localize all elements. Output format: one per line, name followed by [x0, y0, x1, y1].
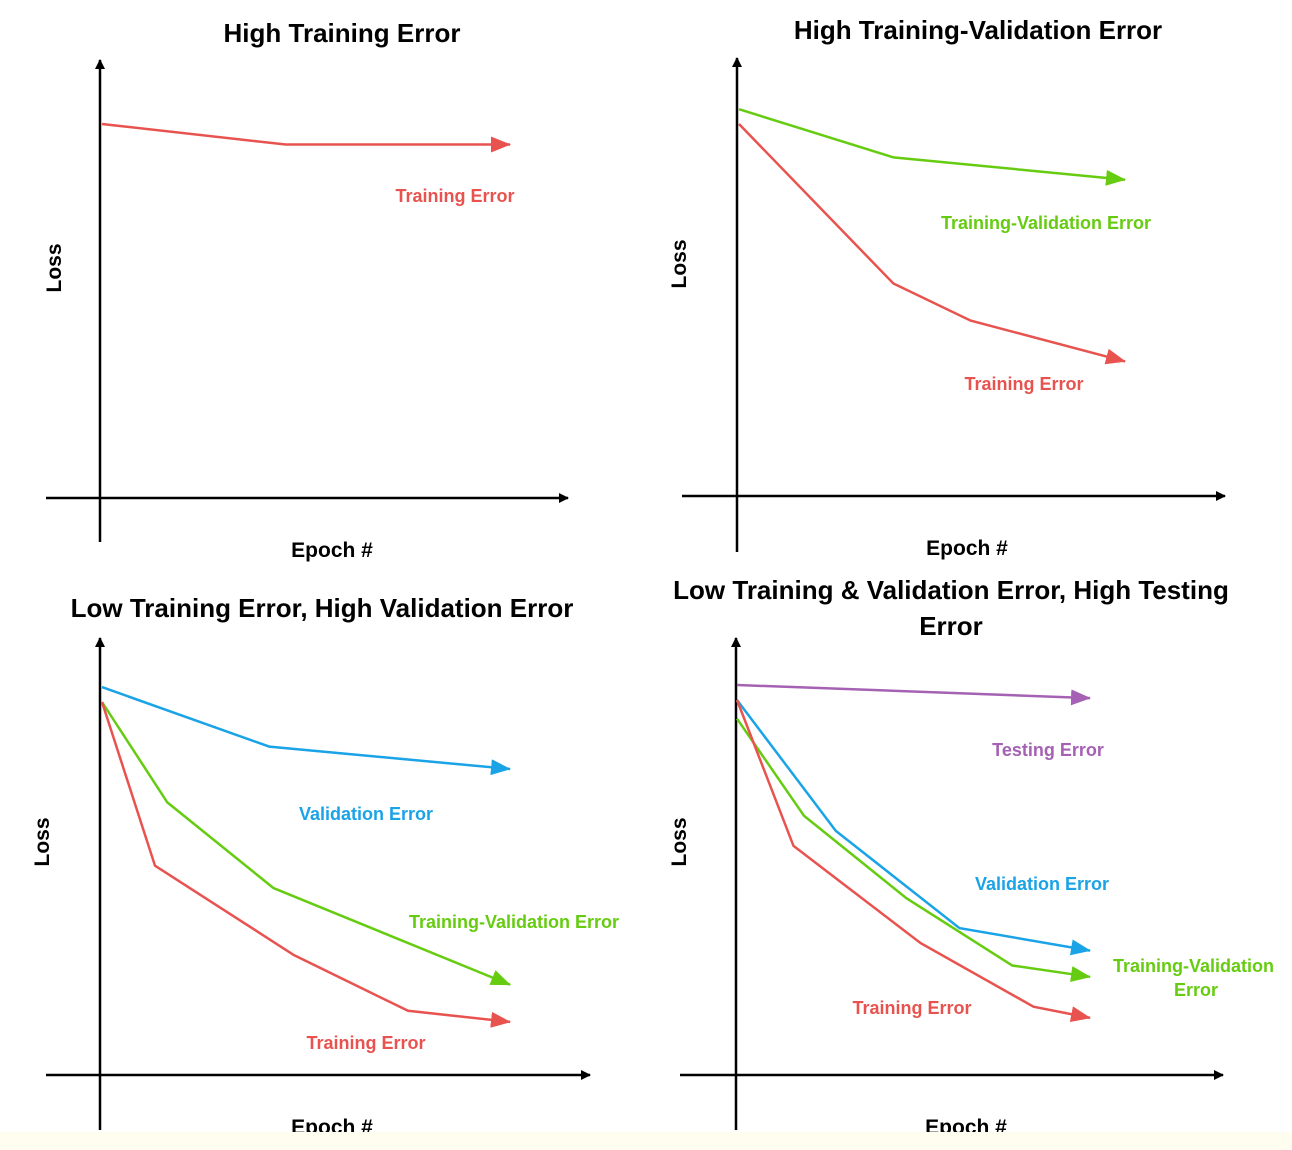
panel-2-training-validation-error-label: Training-Validation Error	[941, 213, 1151, 233]
panel-2-y-axis-label: Loss	[668, 239, 691, 288]
panel-3: Low Training Error, High Validation Erro…	[31, 593, 619, 1139]
panel-3-training-error-line	[100, 701, 511, 1028]
panel-4-training-error-label: Training Error	[852, 998, 971, 1018]
panel-1-training-error-line	[101, 122, 511, 153]
panel-1-training-error-label: Training Error	[395, 186, 514, 206]
panel-2-x-axis-label: Epoch #	[926, 537, 1008, 560]
panel-4-training-validation-error-label: Training-Validation Error	[1113, 956, 1279, 1000]
panel-1-x-axis-label: Epoch #	[291, 539, 373, 562]
panel-3-validation-error-label: Validation Error	[299, 804, 433, 824]
panel-3-title: Low Training Error, High Validation Erro…	[71, 593, 574, 623]
panel-4-training-validation-error-label-line-1: Training-Validation	[1113, 956, 1274, 976]
panel-4: Low Training & Validation Error, High Te…	[668, 575, 1279, 1139]
panel-3-y-axis-label: Loss	[31, 817, 54, 866]
panel-1-title: High Training Error	[224, 18, 461, 48]
panel-4-training-error-line	[735, 699, 1091, 1023]
panel-2-title: High Training-Validation Error	[794, 15, 1162, 45]
panel-4-training-validation-error-label-line-2: Error	[1174, 980, 1218, 1000]
panel-2-training-error-line	[738, 123, 1126, 365]
panel-1: High Training Error Loss Epoch # Trainin…	[43, 18, 569, 562]
panel-4-testing-error-line	[736, 683, 1091, 706]
panel-4-training-validation-error-line	[735, 717, 1091, 982]
panel-2: High Training-Validation Error Loss Epoc…	[668, 15, 1226, 560]
panel-4-y-axis-label: Loss	[668, 817, 691, 866]
bottom-strip	[0, 1132, 1292, 1150]
panel-2-training-validation-error-line	[738, 108, 1126, 186]
panel-3-training-error-label: Training Error	[306, 1033, 425, 1053]
panel-4-title-line-1: Low Training & Validation Error, High Te…	[673, 575, 1229, 605]
panel-3-validation-error-line	[101, 685, 511, 776]
panel-4-title-line-2: Error	[919, 611, 983, 641]
panel-2-training-error-label: Training Error	[964, 374, 1083, 394]
panel-4-validation-error-line	[736, 699, 1091, 956]
panel-1-y-axis-label: Loss	[43, 243, 66, 292]
panel-4-validation-error-label: Validation Error	[975, 874, 1109, 894]
panel-3-training-validation-error-label: Training-Validation Error	[409, 912, 619, 932]
panel-4-testing-error-label: Testing Error	[992, 740, 1104, 760]
panel-3-training-validation-error-line	[100, 701, 511, 986]
